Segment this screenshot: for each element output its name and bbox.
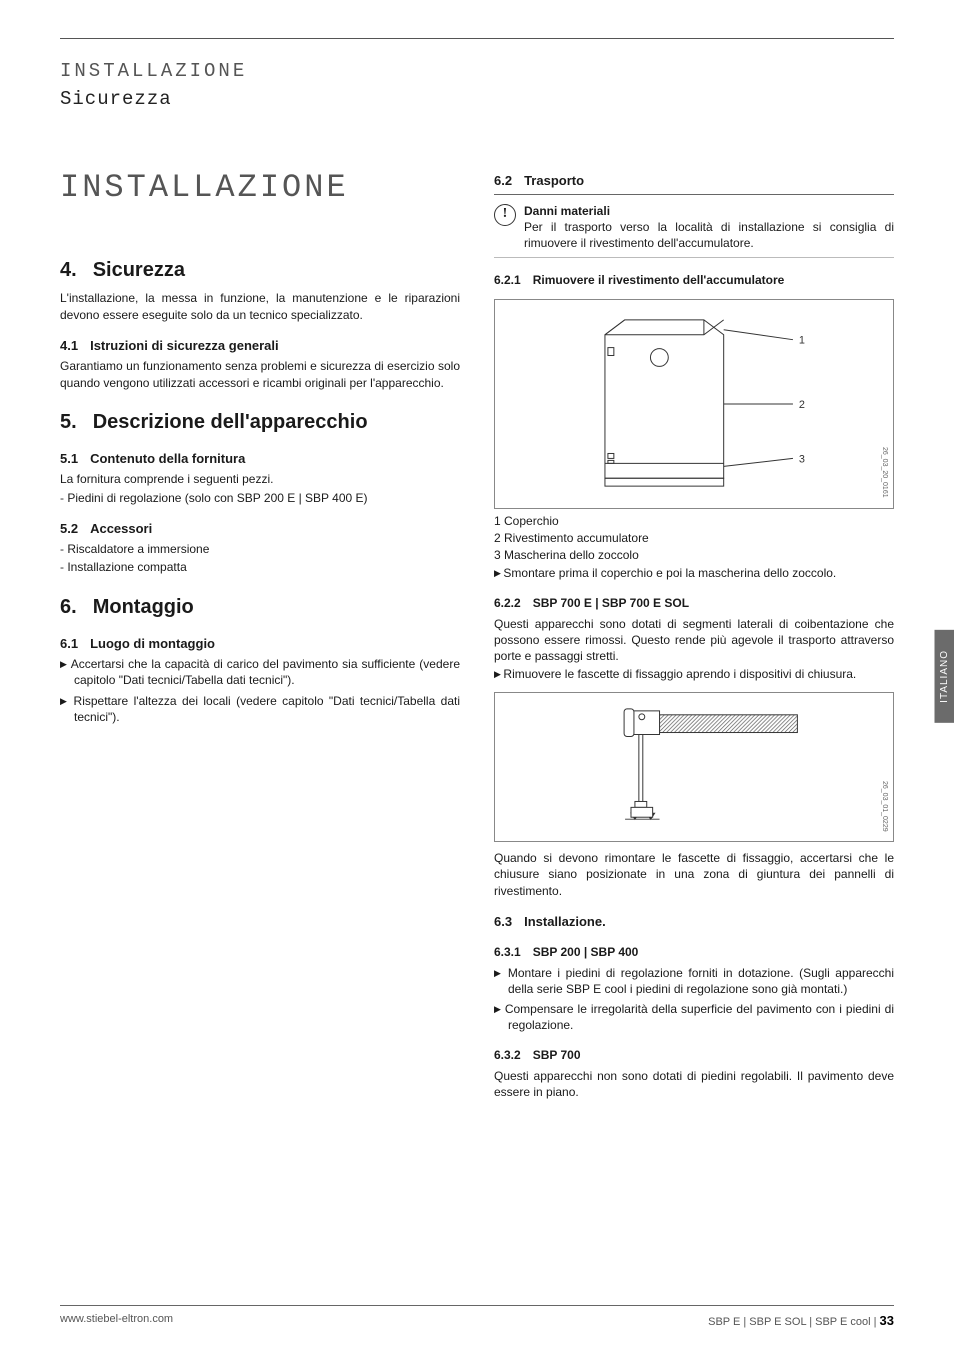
list-5-2: Riscaldatore a immersione Installazione … [60, 541, 460, 575]
list-item: Montare i piedini di regolazione forniti… [494, 965, 894, 997]
language-tab: ITALIANO [935, 630, 954, 723]
page-number: 33 [880, 1313, 894, 1328]
svg-text:3: 3 [799, 453, 805, 465]
heading-6: 6. Montaggio [60, 594, 460, 621]
heading-4-1: 4.1 Istruzioni di sicurezza generali [60, 337, 460, 355]
heading-4: 4. Sicurezza [60, 257, 460, 284]
body-text: La fornitura comprende i seguenti pezzi. [60, 471, 460, 487]
svg-text:1: 1 [799, 334, 805, 346]
figure-2: 26_03_01_0229 [494, 692, 894, 842]
figure-1-legend: 1 Coperchio 2 Rivestimento accumulatore … [494, 513, 894, 564]
list-6-1: Accertarsi che la capacità di carico del… [60, 656, 460, 725]
list-item: Riscaldatore a immersione [60, 541, 460, 557]
heading-6-3-2: 6.3.2 SBP 700 [494, 1047, 894, 1063]
heading-6-2-2: 6.2.2 SBP 700 E | SBP 700 E SOL [494, 595, 894, 611]
list-5-1: Piedini di regolazione (solo con SBP 200… [60, 490, 460, 506]
heading-6-2-1: 6.2.1 Rimuovere il rivestimento dell'acc… [494, 272, 894, 288]
body-text: Questi apparecchi sono dotati di segment… [494, 616, 894, 665]
footer-product: SBP E | SBP E SOL | SBP E cool | [708, 1316, 879, 1328]
body-text: Questi apparecchi non sono dotati di pie… [494, 1068, 894, 1100]
list-6-2-2: Rimuovere le fascette di fissaggio apren… [494, 666, 894, 682]
heading-5-1: 5.1 Contenuto della fornitura [60, 450, 460, 468]
figure-1: 1 2 3 26_03_20_0161 [494, 299, 894, 509]
list-item: 1 Coperchio [494, 513, 894, 529]
heading-6-2: 6.2 Trasporto [494, 172, 894, 190]
heading-6-3-1: 6.3.1 SBP 200 | SBP 400 [494, 944, 894, 960]
list-item: 3 Mascherina dello zoccolo [494, 547, 894, 563]
body-text: L'installazione, la messa in funzione, l… [60, 290, 460, 322]
left-column: INSTALLAZIONE 4. Sicurezza L'installazio… [60, 166, 460, 1100]
header-line1: INSTALLAZIONE [60, 59, 894, 85]
list-item: Smontare prima il coperchio e poi la mas… [494, 565, 894, 581]
list-item: Rimuovere le fascette di fissaggio apren… [494, 666, 894, 682]
list-after-fig1: Smontare prima il coperchio e poi la mas… [494, 565, 894, 581]
list-item: Compensare le irregolarità della superfi… [494, 1001, 894, 1033]
body-text: Quando si devono rimontare le fascette d… [494, 850, 894, 899]
list-item: Installazione compatta [60, 559, 460, 575]
heading-5: 5. Descrizione dell'apparecchio [60, 409, 460, 436]
warning-box: ! Danni materiali Per il trasporto verso… [494, 203, 894, 252]
svg-text:2: 2 [799, 399, 805, 411]
list-item: Accertarsi che la capacità di carico del… [60, 656, 460, 688]
warning-title: Danni materiali [524, 203, 894, 219]
warning-icon: ! [494, 204, 516, 226]
list-item: Piedini di regolazione (solo con SBP 200… [60, 490, 460, 506]
page-title: INSTALLAZIONE [60, 166, 460, 209]
footer-url: www.stiebel-eltron.com [60, 1312, 173, 1330]
heading-6-3: 6.3 Installazione. [494, 913, 894, 931]
list-6-3-1: Montare i piedini di regolazione forniti… [494, 965, 894, 1034]
right-column: 6.2 Trasporto ! Danni materiali Per il t… [494, 166, 894, 1100]
list-item: 2 Rivestimento accumulatore [494, 530, 894, 546]
list-item: Rispettare l'altezza dei locali (vedere … [60, 693, 460, 725]
heading-5-2: 5.2 Accessori [60, 520, 460, 538]
header-line2: Sicurezza [60, 87, 894, 113]
figure-code: 26_03_01_0229 [880, 781, 889, 832]
figure-code: 26_03_20_0161 [880, 447, 889, 498]
page-footer: www.stiebel-eltron.com SBP E | SBP E SOL… [60, 1305, 894, 1330]
warning-text: Per il trasporto verso la località di in… [524, 220, 894, 250]
heading-6-1: 6.1 Luogo di montaggio [60, 635, 460, 653]
body-text: Garantiamo un funzionamento senza proble… [60, 358, 460, 390]
running-header: INSTALLAZIONE Sicurezza [60, 59, 894, 112]
